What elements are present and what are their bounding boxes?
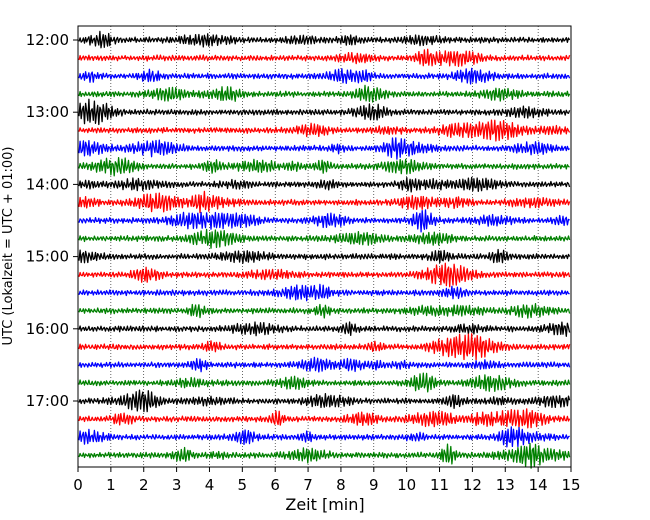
y-tick-label: 17:00 [26, 392, 69, 410]
x-tick-label: 10 [397, 476, 416, 494]
seismic-trace [78, 321, 571, 337]
seismic-trace [78, 228, 571, 249]
x-tick-label: 3 [172, 476, 182, 494]
x-axis-label: Zeit [min] [285, 495, 364, 514]
y-tick-label: 15:00 [26, 248, 69, 266]
seismic-trace [78, 426, 570, 448]
x-tick-label: 2 [139, 476, 149, 494]
y-tick-label: 16:00 [26, 320, 69, 338]
x-tick-label: 8 [336, 476, 346, 494]
seismic-trace [78, 98, 571, 126]
y-axis-label: UTC (Lokalzeit = UTC + 01:00) [1, 147, 16, 346]
trace-layer [78, 30, 571, 469]
x-tick-label: 13 [496, 476, 515, 494]
seismic-trace [78, 137, 571, 160]
seismic-trace [78, 303, 571, 319]
seismic-trace [78, 356, 571, 373]
seismic-trace [78, 157, 570, 177]
tick-layer: 0 1 2 3 4 5 6 7 8 9 10 11 12 13 14 1512:0013:0014:0015:… [26, 31, 581, 494]
seismic-trace [78, 262, 571, 288]
seismic-trace [78, 248, 571, 264]
seismic-trace [78, 119, 571, 142]
seismic-trace [78, 48, 571, 68]
x-tick-label: 0 [73, 476, 83, 494]
seismic-trace [78, 209, 570, 233]
x-tick-label: 14 [529, 476, 548, 494]
x-tick-label: 4 [205, 476, 215, 494]
seismic-trace [78, 30, 571, 49]
seismic-trace [78, 389, 571, 413]
x-tick-label: 9 [369, 476, 379, 494]
y-tick-label: 12:00 [26, 31, 69, 49]
seismic-trace [78, 442, 571, 469]
seismic-trace [78, 283, 570, 302]
seismic-trace [78, 408, 571, 429]
seismic-trace [78, 372, 571, 393]
x-tick-label: 7 [303, 476, 313, 494]
seismic-trace [78, 333, 571, 361]
seismic-trace [78, 67, 571, 85]
x-tick-label: 15 [561, 476, 580, 494]
x-tick-label: 11 [430, 476, 449, 494]
seismic-trace [78, 176, 571, 193]
x-tick-label: 1 [106, 476, 116, 494]
plot-frame [77, 25, 572, 468]
x-tick-label: 5 [238, 476, 248, 494]
y-tick-label: 14:00 [26, 175, 69, 193]
x-tick-label: 12 [463, 476, 482, 494]
y-tick-label: 13:00 [26, 103, 69, 121]
seismic-trace [78, 190, 571, 214]
seismic-trace [78, 84, 571, 103]
x-tick-label: 6 [270, 476, 280, 494]
